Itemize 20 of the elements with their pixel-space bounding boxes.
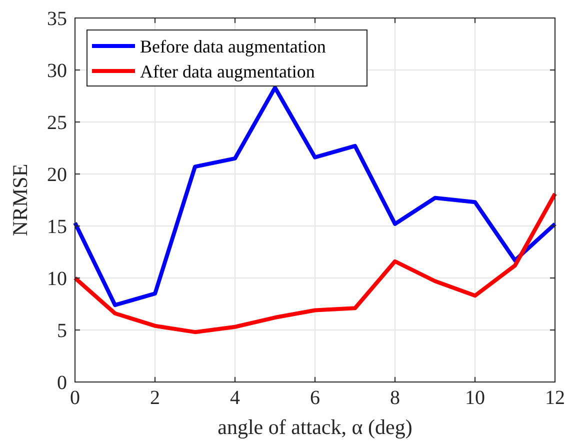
x-tick-label: 10 — [465, 387, 485, 409]
y-tick-label: 25 — [47, 112, 67, 134]
x-tick-label: 4 — [230, 387, 240, 409]
y-tick-label: 20 — [47, 164, 67, 186]
y-tick-label: 5 — [57, 320, 67, 342]
x-axis-title: angle of attack, α (deg) — [218, 415, 412, 439]
x-tick-label: 2 — [150, 387, 160, 409]
legend-label: After data augmentation — [140, 61, 315, 82]
legend-label: Before data augmentation — [140, 36, 326, 56]
y-tick-label: 0 — [57, 372, 67, 394]
x-tick-label: 6 — [310, 387, 320, 409]
line-series — [73, 192, 557, 334]
y-tick-label: 35 — [47, 8, 67, 30]
x-tick-label: 8 — [390, 387, 400, 409]
y-tick-label: 10 — [47, 268, 67, 290]
line-series — [73, 86, 557, 308]
y-axis-title: NRMSE — [8, 164, 32, 236]
y-tick-label: 30 — [47, 60, 67, 82]
x-tick-label: 12 — [545, 387, 565, 409]
y-tick-label: 15 — [47, 216, 67, 238]
